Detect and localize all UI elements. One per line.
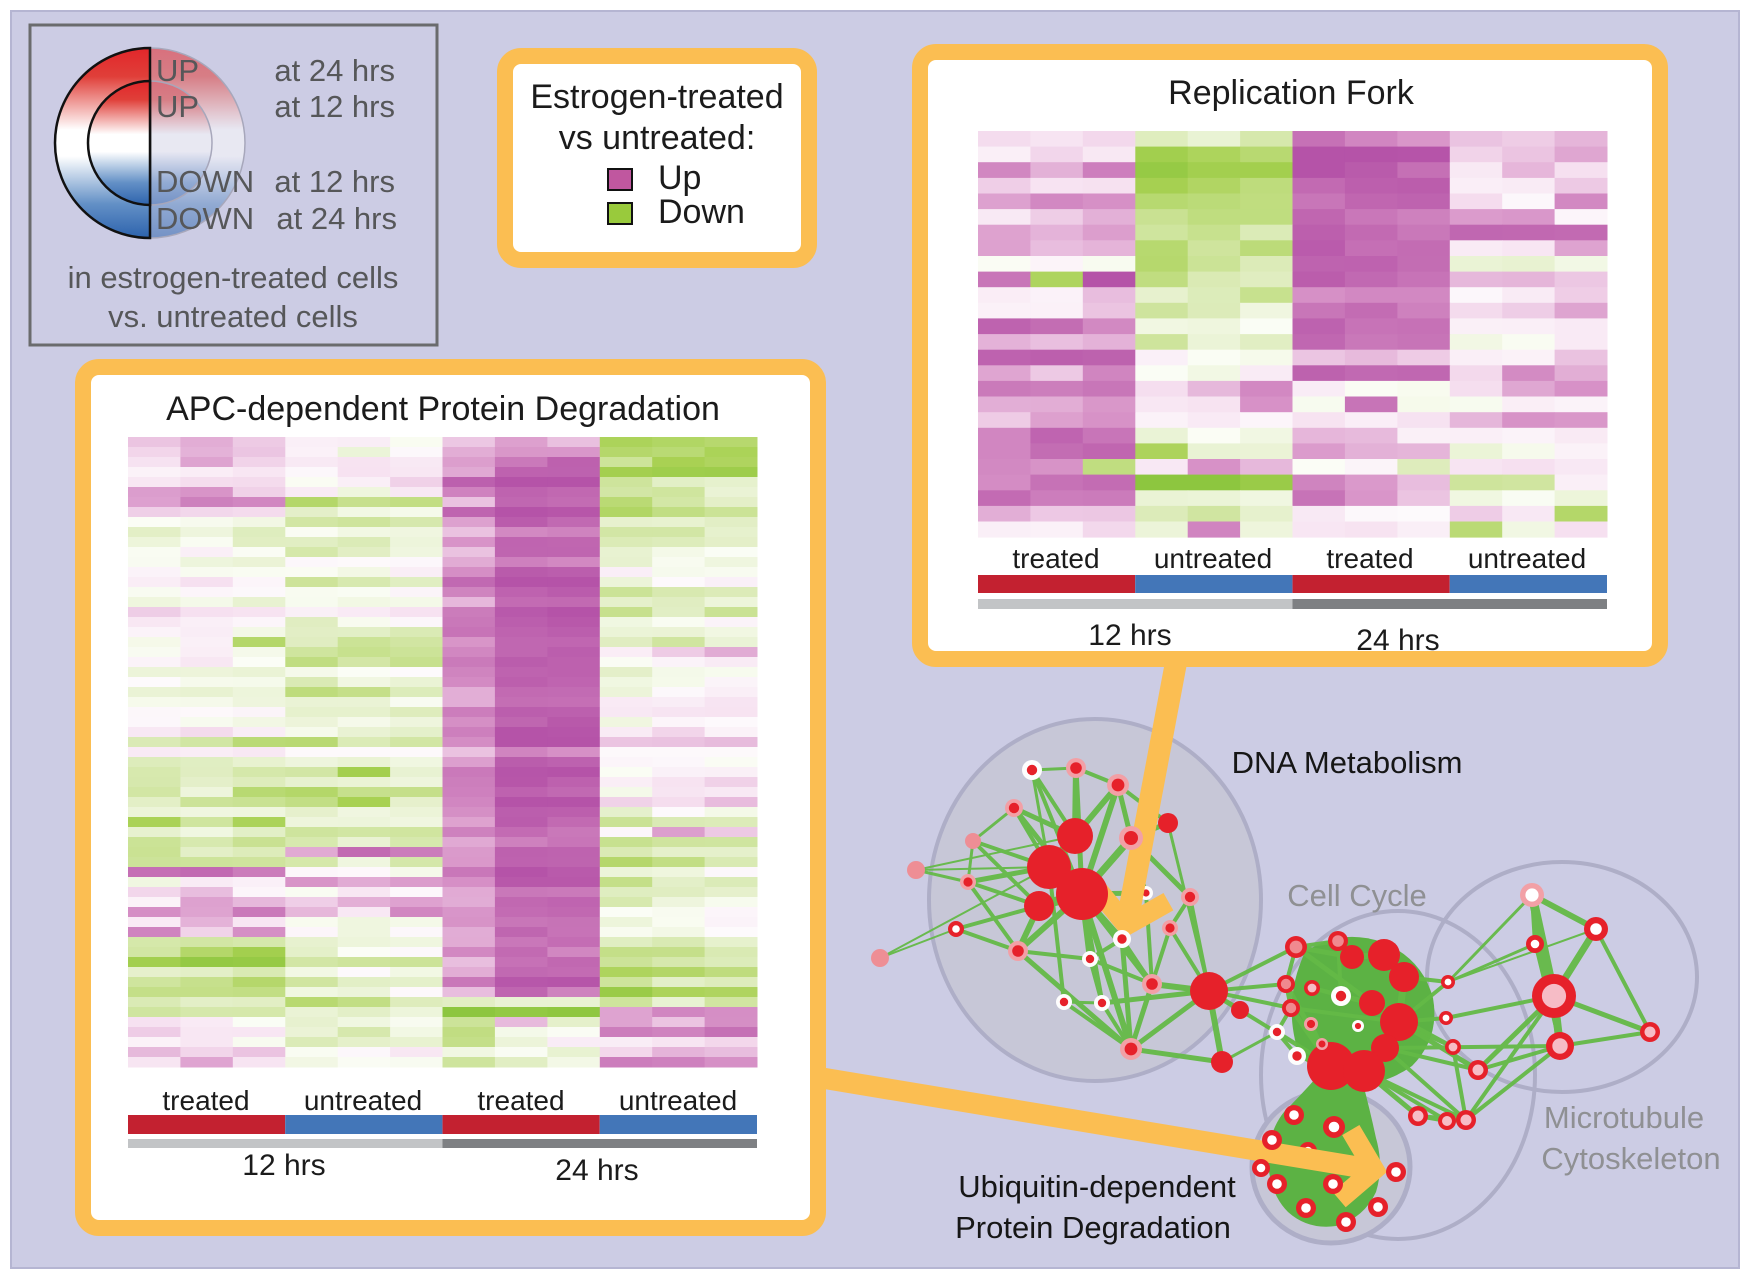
svg-text:at 24 hrs: at 24 hrs	[276, 201, 397, 236]
svg-text:24 hrs: 24 hrs	[555, 1154, 638, 1187]
svg-text:Protein Degradation: Protein Degradation	[955, 1210, 1231, 1245]
svg-text:Down: Down	[658, 193, 745, 231]
svg-text:vs. untreated cells: vs. untreated cells	[108, 299, 358, 334]
svg-text:Microtubule: Microtubule	[1544, 1100, 1704, 1135]
svg-text:vs untreated:: vs untreated:	[559, 119, 756, 157]
svg-text:untreated: untreated	[304, 1085, 422, 1116]
svg-text:12 hrs: 12 hrs	[242, 1149, 325, 1182]
svg-text:Cytoskeleton: Cytoskeleton	[1541, 1141, 1720, 1176]
svg-text:at 12 hrs: at 12 hrs	[274, 164, 395, 199]
svg-text:24 hrs: 24 hrs	[1356, 624, 1439, 657]
svg-text:Ubiquitin-dependent: Ubiquitin-dependent	[958, 1169, 1236, 1204]
svg-text:at 24 hrs: at 24 hrs	[274, 53, 395, 88]
svg-text:untreated: untreated	[619, 1085, 737, 1116]
svg-text:Estrogen-treated: Estrogen-treated	[530, 78, 783, 116]
svg-text:treated: treated	[477, 1085, 564, 1116]
svg-text:DOWN: DOWN	[156, 201, 254, 236]
svg-text:Replication Fork: Replication Fork	[1168, 74, 1415, 112]
svg-text:untreated: untreated	[1154, 543, 1272, 574]
svg-text:at 12 hrs: at 12 hrs	[274, 89, 395, 124]
svg-text:DNA Metabolism: DNA Metabolism	[1232, 745, 1463, 780]
svg-text:UP: UP	[156, 53, 199, 88]
svg-text:treated: treated	[162, 1085, 249, 1116]
svg-text:in estrogen-treated cells: in estrogen-treated cells	[68, 260, 399, 295]
svg-text:UP: UP	[156, 89, 199, 124]
svg-text:treated: treated	[1012, 543, 1099, 574]
svg-text:treated: treated	[1326, 543, 1413, 574]
svg-text:Up: Up	[658, 159, 701, 197]
svg-text:Cell Cycle: Cell Cycle	[1287, 878, 1427, 913]
svg-text:APC-dependent Protein Degradat: APC-dependent Protein Degradation	[166, 390, 720, 428]
svg-text:DOWN: DOWN	[156, 164, 254, 199]
svg-text:untreated: untreated	[1468, 543, 1586, 574]
svg-text:12 hrs: 12 hrs	[1088, 619, 1171, 652]
